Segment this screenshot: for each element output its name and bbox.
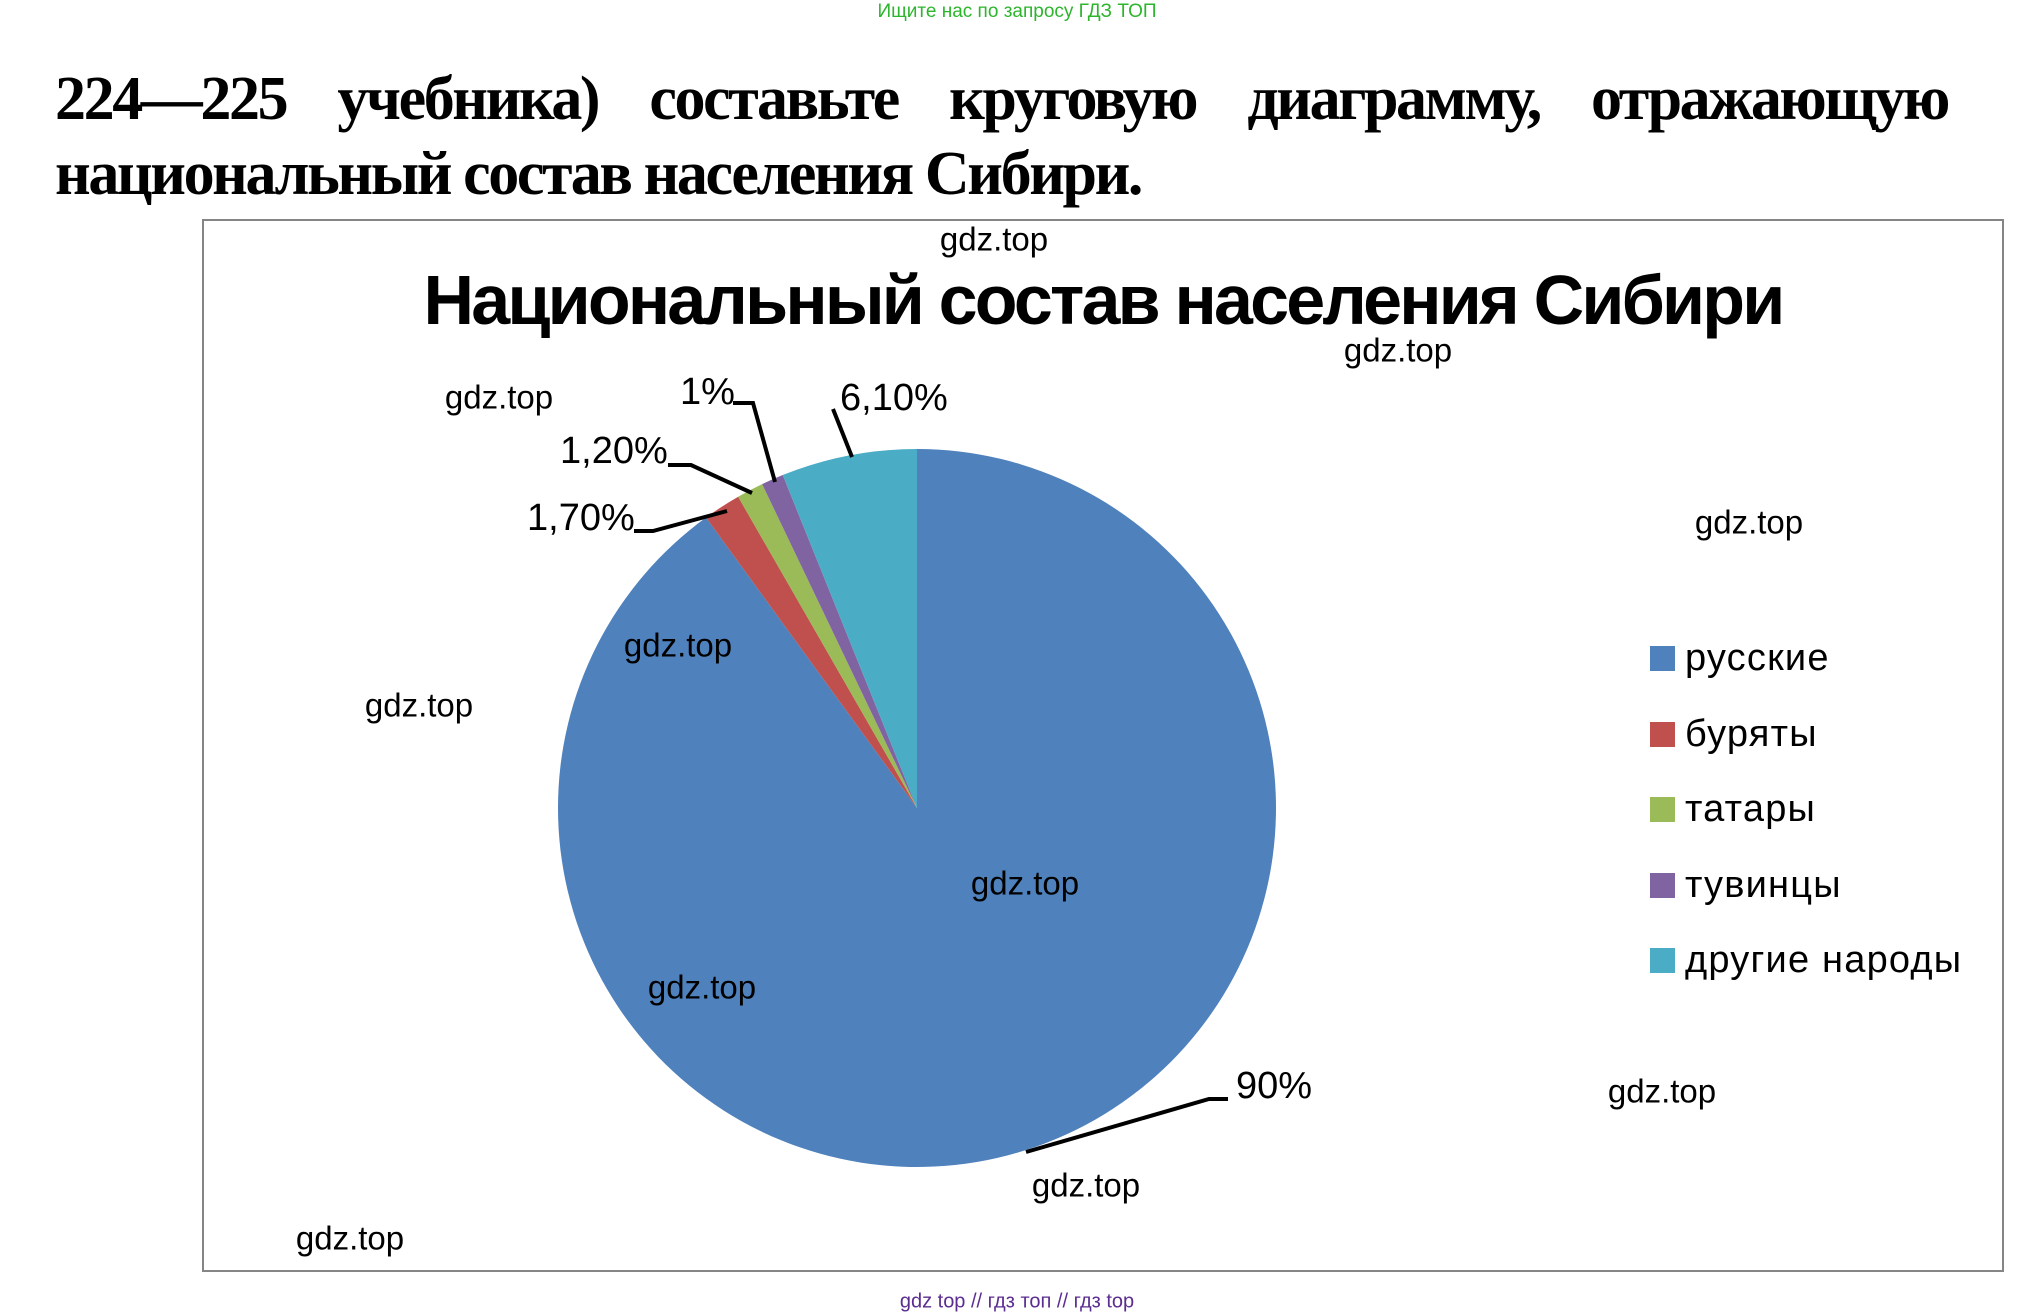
leader-line [831,408,854,458]
legend-swatch [1650,645,1675,671]
gdz-watermark: gdz.top [970,864,1080,902]
leader-line [733,401,777,483]
gdz-watermark: gdz.top [939,220,1049,258]
legend-label: буряты [1685,713,1818,755]
heading-word: составьте [649,65,900,133]
heading-word: 224—225 [55,65,289,133]
pie-value-label: 1,70% [527,496,635,539]
pie-slice-2 [705,496,917,808]
legend-swatch [1650,721,1675,747]
pie-value-label: 1% [680,370,735,413]
legend-swatch [1650,872,1675,898]
leader-line [668,463,753,495]
pie-slice-1 [558,449,1277,1167]
heading-word: диаграмму, [1247,65,1542,133]
pie-slice-5 [782,449,917,808]
legend-label: тувинцы [1685,864,1842,906]
chart-title: Национальный состав населения Сибири [423,261,1786,339]
legend-label: татары [1685,788,1817,830]
legend-swatch [1650,796,1675,822]
legend-label: русские [1685,637,1830,679]
gdz-watermark: gdz.top [1031,1166,1141,1204]
gdz-watermark: gdz.top [1607,1072,1717,1110]
footer-watermark-text: gdz top // гдз топ // гдз top [899,1290,1135,1313]
legend-item: другие народы [1650,941,1962,979]
gdz-watermark: gdz.top [647,968,757,1006]
gdz-watermark: gdz.top [1694,503,1804,541]
pie-value-label: 6,10% [840,376,948,419]
gdz-watermark: gdz.top [623,626,733,664]
pie-slice-4 [762,475,917,808]
pie-value-label: 1,20% [560,429,668,472]
promo-banner-text: Ищите нас по запросу ГДЗ ТОП [877,1,1157,22]
gdz-watermark: gdz.top [364,686,474,724]
pie-value-label: 90% [1236,1064,1313,1107]
gdz-watermark: gdz.top [1343,331,1453,369]
heading-word: отражающую [1591,65,1950,133]
heading-line-1: 224—225 учебника) составьте круговую диаграм… [55,65,1950,133]
gdz-watermark: gdz.top [444,378,554,416]
heading-word: учебника) [337,65,600,133]
legend-item: татары [1650,790,1816,828]
legend-item: буряты [1650,715,1818,753]
gdz-watermark: gdz.top [295,1219,405,1257]
pie-slice-3 [738,484,917,808]
legend-label: другие народы [1685,939,1963,981]
legend-item: русские [1650,639,1830,677]
legend-item: тувинцы [1650,866,1842,904]
leader-line [1025,1097,1228,1154]
leader-line [634,509,728,533]
legend-swatch [1650,947,1675,973]
heading-word: круговую [949,65,1198,133]
heading-line-2: национальный состав населения Сибири. [55,140,1143,208]
